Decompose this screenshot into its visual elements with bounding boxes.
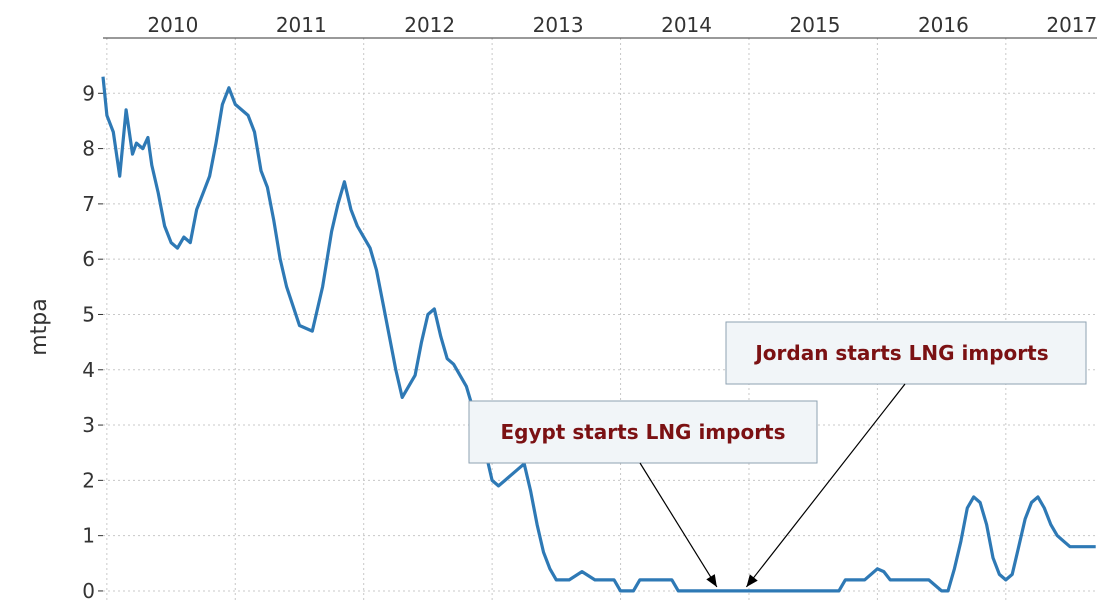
annotation-arrow-line (745, 383, 906, 588)
x-tick-label: 2013 (533, 13, 584, 37)
annotation-jordan-text: Jordan starts LNG imports (753, 341, 1048, 365)
x-tick-label: 2011 (276, 13, 327, 37)
annotation-jordan-box (725, 321, 1087, 385)
x-tick-label: 2012 (404, 13, 455, 37)
y-axis-label: mtpa (27, 298, 52, 356)
y-tick-label: 4 (82, 358, 95, 382)
x-tick-label: 2017 (1046, 13, 1097, 37)
series-line (101, 76, 1096, 593)
y-tick-label: 7 (82, 192, 95, 216)
x-tick-label: 2010 (147, 13, 198, 37)
annotation-arrow-head (706, 574, 717, 587)
y-tick-label: 5 (82, 302, 95, 326)
annotation-jordan: Jordan starts LNG imports (725, 321, 1087, 385)
y-tick-label: 6 (82, 247, 95, 271)
x-axis-ticks: 2010 2011 2012 2013 2014 2015 2016 2017 (147, 13, 1097, 37)
x-tick-label: 2014 (661, 13, 712, 37)
annotation-arrow-line (639, 462, 718, 588)
annotation-arrows (639, 383, 906, 588)
annotation-egypt-box (468, 400, 818, 464)
x-tick-label: 2016 (918, 13, 969, 37)
y-tick-label: 3 (82, 413, 95, 437)
annotation-egypt-text: Egypt starts LNG imports (500, 420, 785, 444)
y-axis-ticks: 0 1 2 3 4 5 6 7 8 9 (82, 81, 103, 603)
x-tick-label: 2015 (790, 13, 841, 37)
annotation-egypt: Egypt starts LNG imports (468, 400, 818, 464)
y-tick-label: 8 (82, 137, 95, 161)
annotation-arrow-head (746, 574, 758, 587)
y-tick-label: 2 (82, 468, 95, 492)
y-tick-label: 0 (82, 579, 95, 603)
y-tick-label: 1 (82, 524, 95, 548)
y-tick-label: 9 (82, 81, 95, 105)
